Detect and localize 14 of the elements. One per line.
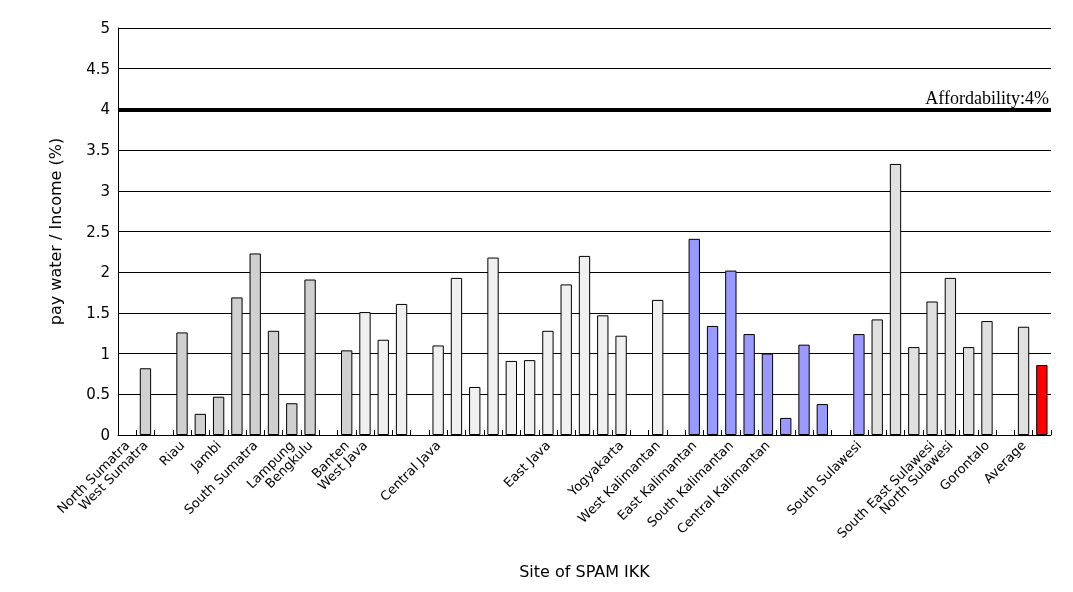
y-axis-title: pay water / Income (%) [45,137,65,326]
y-tick-label: 0 [100,426,110,444]
y-tick-label: 2.5 [86,222,110,241]
y-tick-label: 4 [100,100,110,119]
x-axis-title: Site of SPAM IKK [519,561,651,581]
y-tick-label: 3 [100,181,110,200]
y-tick-label: 4.5 [86,59,110,78]
y-tick-label: 3.5 [86,141,110,160]
y-tick-label: 0.5 [86,385,110,404]
ref-line-label: Affordability:4% [925,88,1049,109]
y-tick-label: 1 [100,344,110,363]
y-tick-label: 5 [100,19,110,37]
y-tick-label: 2 [100,263,110,282]
y-tick-label: 1.5 [86,303,110,322]
